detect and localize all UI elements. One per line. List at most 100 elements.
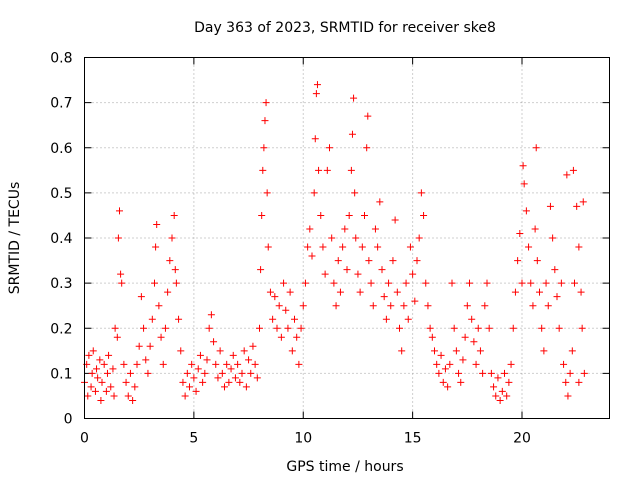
data-point — [428, 333, 436, 341]
data-point — [351, 189, 359, 197]
data-point — [339, 243, 347, 251]
data-point — [110, 392, 118, 400]
data-point — [124, 392, 132, 400]
data-point — [171, 266, 179, 274]
data-point — [431, 347, 438, 355]
data-point — [540, 347, 548, 355]
data-point — [391, 216, 399, 224]
data-point — [437, 351, 445, 359]
data-point — [88, 369, 96, 377]
data-point — [313, 81, 321, 89]
data-point — [161, 324, 169, 332]
data-point — [192, 387, 200, 395]
data-point — [393, 288, 401, 296]
data-point — [578, 324, 586, 332]
chart-title: Day 363 of 2023, SRMTID for receiver ske… — [194, 20, 496, 36]
data-point — [210, 338, 218, 346]
data-point — [406, 243, 414, 251]
data-point — [568, 347, 576, 355]
data-point — [91, 387, 99, 395]
data-point — [308, 252, 316, 260]
data-point — [485, 324, 493, 332]
data-point — [295, 360, 303, 368]
data-point — [129, 396, 137, 404]
data-point — [263, 189, 271, 197]
data-point — [225, 378, 233, 386]
data-point — [260, 144, 268, 152]
data-point — [266, 288, 274, 296]
data-point — [183, 369, 191, 377]
data-point — [253, 374, 261, 382]
data-point — [301, 279, 309, 287]
data-point — [273, 324, 281, 332]
data-point — [573, 202, 581, 210]
data-point — [498, 387, 506, 395]
data-point — [216, 347, 224, 355]
data-point — [555, 324, 563, 332]
data-point — [411, 297, 419, 305]
data-point — [293, 333, 301, 341]
data-point — [107, 383, 115, 391]
data-point — [560, 360, 568, 368]
data-point — [214, 374, 222, 382]
data-point — [542, 279, 550, 287]
tick-labels: 0 5 10 15 20 0 0.1 0.2 0.3 0.4 0.5 0.6 0.7 0.8 — [50, 51, 531, 447]
data-point — [242, 383, 250, 391]
data-point — [503, 392, 511, 400]
data-point — [433, 360, 441, 368]
y-tick-label: 0.7 — [50, 96, 72, 112]
data-point — [212, 360, 220, 368]
data-point — [100, 360, 108, 368]
data-point — [159, 360, 167, 368]
y-tick-label: 0.5 — [50, 186, 72, 202]
data-point — [256, 324, 263, 332]
data-point — [334, 257, 342, 265]
data-point — [507, 360, 515, 368]
data-point — [109, 365, 117, 373]
data-point — [148, 315, 156, 323]
data-point — [378, 266, 386, 274]
data-point — [264, 243, 272, 251]
data-point — [164, 288, 172, 296]
data-point — [487, 369, 495, 377]
y-tick-label: 0.4 — [50, 231, 72, 247]
data-point — [168, 234, 176, 242]
data-point — [551, 266, 559, 274]
data-point — [529, 302, 537, 310]
data-point — [441, 365, 449, 373]
data-point — [330, 279, 338, 287]
x-tick-label: 10 — [294, 431, 312, 447]
data-point — [461, 333, 469, 341]
data-point — [525, 243, 533, 251]
data-point — [153, 220, 161, 228]
data-point — [348, 130, 356, 138]
x-tick-label: 15 — [404, 431, 422, 447]
data-point — [188, 360, 196, 368]
data-point — [286, 288, 294, 296]
data-point — [111, 324, 119, 332]
data-point — [262, 99, 270, 107]
data-point — [282, 306, 290, 314]
data-point — [347, 166, 355, 174]
data-points — [81, 81, 588, 404]
data-point — [288, 347, 296, 355]
data-point — [190, 374, 198, 382]
data-point — [580, 369, 588, 377]
data-point — [284, 324, 292, 332]
data-point — [326, 144, 333, 152]
data-point — [396, 324, 403, 332]
data-point — [323, 166, 331, 174]
data-point — [218, 369, 226, 377]
data-point — [240, 347, 248, 355]
data-point — [494, 374, 502, 382]
data-point — [531, 225, 539, 233]
data-point — [557, 279, 565, 287]
x-axis-label: GPS time / hours — [286, 459, 403, 475]
data-point — [356, 288, 364, 296]
data-point — [317, 211, 325, 219]
data-point — [579, 198, 587, 206]
data-point — [304, 243, 312, 251]
data-point — [369, 302, 377, 310]
data-point — [527, 279, 535, 287]
